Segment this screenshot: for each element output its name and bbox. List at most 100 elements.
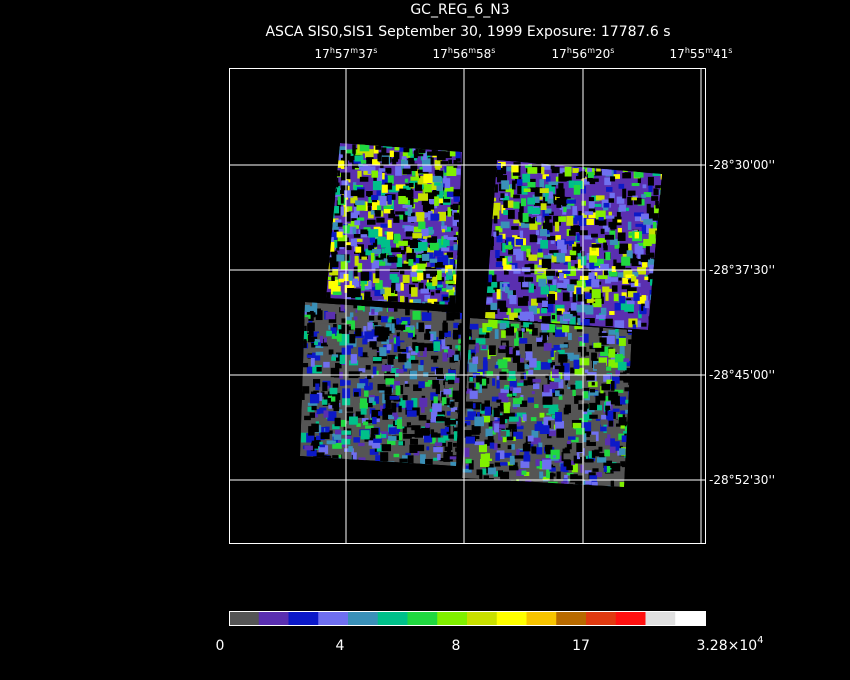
pixel-blob xyxy=(500,462,508,466)
pixel-blob xyxy=(423,173,433,184)
pixel-blob xyxy=(581,200,586,206)
pixel-blob xyxy=(314,452,325,458)
pixel-blob xyxy=(360,167,369,171)
pixel-blob xyxy=(405,231,413,237)
pixel-blob xyxy=(652,213,660,221)
pixel-blob xyxy=(453,244,459,251)
pixel-blob xyxy=(596,457,607,463)
pixel-blob xyxy=(333,434,342,440)
pixel-blob xyxy=(411,265,418,274)
pixel-blob xyxy=(555,235,561,242)
pixel-blob xyxy=(480,458,489,468)
pixel-blob xyxy=(595,195,605,201)
pixel-blob xyxy=(433,249,444,257)
pixel-blob xyxy=(447,441,453,451)
pixel-blob xyxy=(356,201,366,211)
pixel-blob xyxy=(626,253,636,264)
pixel-blob xyxy=(476,412,480,418)
pixel-blob xyxy=(660,174,662,180)
pixel-blob xyxy=(332,436,340,446)
pixel-blob xyxy=(512,436,516,441)
pixel-blob xyxy=(567,436,576,440)
pixel-blob xyxy=(418,282,424,290)
pixel-blob xyxy=(524,164,534,168)
pixel-blob xyxy=(318,447,327,453)
pixel-blob xyxy=(625,367,631,374)
pixel-blob xyxy=(427,204,435,212)
pixel-blob xyxy=(315,383,320,391)
pixel-blob xyxy=(450,204,455,210)
pixel-blob xyxy=(427,380,435,385)
pixel-blob xyxy=(509,312,518,322)
pixel-blob xyxy=(647,176,654,186)
pixel-blob xyxy=(351,215,360,223)
pixel-blob xyxy=(361,418,369,423)
pixel-blob xyxy=(600,228,605,235)
pixel-blob xyxy=(557,379,564,389)
pixel-blob xyxy=(431,147,439,156)
pixel-blob xyxy=(534,189,540,197)
pixel-blob xyxy=(619,204,626,212)
pixel-blob xyxy=(584,293,592,300)
colorbar-cell xyxy=(467,611,498,625)
pixel-blob xyxy=(471,425,481,434)
pixel-blob xyxy=(372,357,382,362)
pixel-blob xyxy=(355,447,360,451)
pixel-blob xyxy=(648,207,654,217)
pixel-blob xyxy=(357,303,365,311)
pixel-blob xyxy=(367,349,377,357)
pixel-blob xyxy=(595,239,599,244)
pixel-blob xyxy=(529,223,538,230)
pixel-blob xyxy=(542,174,550,180)
pixel-blob xyxy=(350,194,358,204)
pixel-blob xyxy=(361,281,365,291)
pixel-blob xyxy=(463,430,472,438)
pixel-blob xyxy=(346,226,357,235)
pixel-blob xyxy=(541,362,551,370)
pixel-blob xyxy=(641,303,646,311)
pixel-blob xyxy=(416,269,423,273)
pixel-blob xyxy=(606,379,614,384)
pixel-blob xyxy=(429,408,435,412)
pixel-blob xyxy=(422,151,427,160)
pixel-blob xyxy=(355,200,365,206)
pixel-blob xyxy=(548,191,554,199)
pixel-blob xyxy=(401,156,407,162)
pixel-blob xyxy=(482,415,491,423)
pixel-blob xyxy=(649,252,655,258)
pixel-blob xyxy=(399,295,405,304)
pixel-blob xyxy=(468,460,474,470)
pixel-blob xyxy=(349,334,356,344)
pixel-blob xyxy=(430,355,439,360)
pixel-blob xyxy=(627,190,636,197)
pixel-blob xyxy=(346,185,350,193)
pixel-blob xyxy=(618,417,627,427)
pixel-blob xyxy=(340,206,344,216)
pixel-blob xyxy=(395,242,400,251)
pixel-blob xyxy=(534,200,543,206)
pixel-blob xyxy=(572,168,579,173)
pixel-blob xyxy=(372,346,379,352)
pixel-blob xyxy=(355,328,362,337)
pixel-blob xyxy=(512,403,521,408)
pixel-blob xyxy=(605,251,611,261)
pixel-blob xyxy=(587,409,595,413)
pixel-blob xyxy=(632,320,636,325)
pixel-blob xyxy=(549,472,554,482)
pixel-blob xyxy=(388,307,394,312)
pixel-blob xyxy=(535,230,540,236)
pixel-blob xyxy=(621,292,627,298)
pixel-blob xyxy=(443,239,450,246)
pixel-blob xyxy=(415,182,424,191)
pixel-blob xyxy=(607,410,614,421)
pixel-blob xyxy=(572,422,582,429)
pixel-blob xyxy=(442,255,449,266)
pixel-blob xyxy=(596,362,607,373)
pixel-blob xyxy=(381,444,392,452)
pixel-blob xyxy=(614,320,625,329)
pixel-blob xyxy=(624,304,635,312)
pixel-blob xyxy=(512,180,516,190)
pixel-blob xyxy=(414,428,424,438)
pixel-blob xyxy=(374,326,381,336)
